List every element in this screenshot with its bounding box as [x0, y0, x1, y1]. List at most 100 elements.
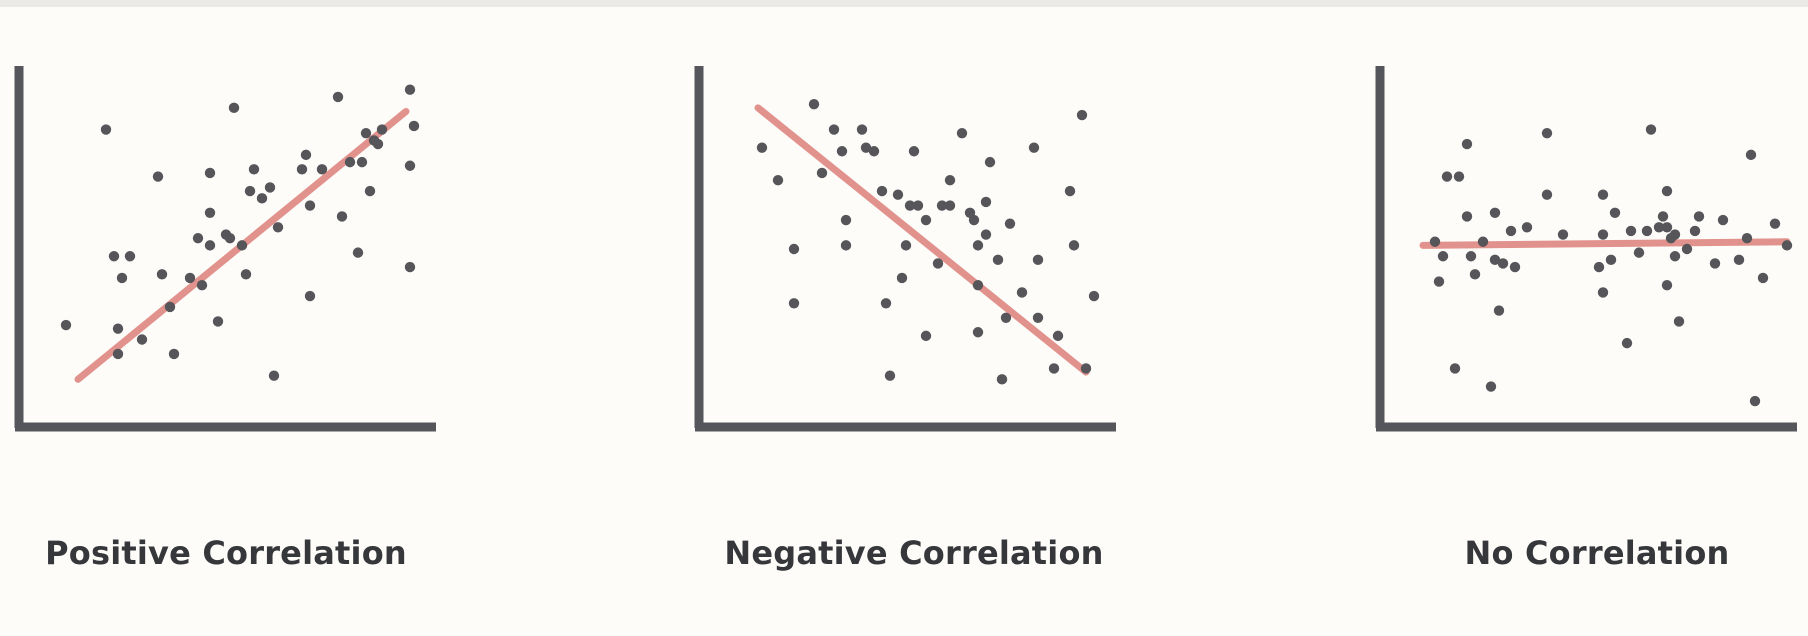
data-point — [316, 164, 328, 175]
data-point — [1032, 312, 1044, 323]
data-point — [892, 189, 904, 200]
positive-correlation-plot — [14, 66, 436, 432]
data-point — [164, 301, 176, 313]
data-point — [840, 214, 852, 226]
data-point — [304, 200, 316, 211]
chart-title-none: No Correlation — [1464, 534, 1730, 572]
trend-line-group — [754, 104, 1090, 376]
data-point — [904, 200, 916, 211]
data-point — [108, 251, 120, 262]
data-point — [920, 214, 932, 226]
data-point — [136, 334, 148, 345]
data-point — [404, 160, 416, 171]
data-point — [1745, 149, 1757, 161]
data-point — [1661, 222, 1673, 233]
data-point — [344, 156, 356, 168]
data-point — [248, 164, 260, 175]
data-point — [376, 124, 388, 135]
data-point — [900, 240, 912, 251]
data-point — [1477, 236, 1489, 247]
data-point — [1461, 138, 1473, 150]
data-point — [332, 91, 344, 103]
data-point — [968, 214, 980, 226]
data-point — [1493, 305, 1505, 316]
data-point — [1669, 251, 1681, 262]
data-point — [1661, 280, 1673, 291]
data-point — [1521, 222, 1533, 233]
data-points — [756, 99, 1100, 385]
data-point — [1633, 247, 1645, 258]
data-point — [1621, 337, 1633, 349]
data-point — [1441, 171, 1453, 182]
chart-title-positive: Positive Correlation — [45, 534, 407, 572]
negative-correlation-plot — [694, 66, 1116, 432]
data-point — [204, 240, 216, 251]
data-point — [404, 84, 416, 95]
data-point — [936, 200, 948, 211]
data-point — [856, 124, 868, 135]
data-point — [304, 290, 316, 302]
data-point — [1437, 251, 1449, 262]
data-point — [1605, 254, 1617, 266]
data-point — [1497, 258, 1509, 269]
data-point — [980, 196, 992, 208]
data-point — [1769, 218, 1781, 229]
data-point — [100, 124, 112, 135]
data-point — [868, 146, 880, 157]
data-point — [1661, 185, 1673, 197]
data-point — [1080, 363, 1092, 374]
data-point — [228, 102, 240, 114]
data-point — [1433, 276, 1445, 287]
data-point — [772, 175, 784, 186]
data-point — [300, 149, 312, 161]
data-point — [908, 146, 920, 157]
data-point — [1757, 272, 1769, 284]
chart-axes — [14, 66, 436, 432]
data-point — [152, 171, 164, 182]
data-point — [932, 258, 944, 269]
data-point — [1465, 251, 1477, 262]
data-point — [920, 330, 932, 342]
chart-axes — [694, 66, 1116, 432]
data-point — [1449, 363, 1461, 374]
data-point — [816, 167, 828, 179]
chart-axes — [1375, 66, 1797, 432]
data-point — [840, 240, 852, 251]
data-point — [1028, 142, 1040, 153]
data-point — [860, 142, 872, 153]
data-point — [1733, 254, 1745, 266]
data-point — [1453, 171, 1465, 182]
data-point — [1509, 261, 1521, 273]
data-point — [1653, 222, 1665, 233]
data-point — [360, 127, 372, 139]
trend-line — [754, 104, 1090, 376]
data-point — [1749, 395, 1761, 407]
data-point — [972, 280, 984, 291]
negative-correlation-chart — [694, 60, 1154, 600]
data-point — [124, 251, 136, 262]
data-point — [112, 323, 124, 334]
data-point — [244, 185, 256, 197]
data-point — [1673, 316, 1685, 327]
data-point — [184, 272, 196, 284]
data-point — [1469, 269, 1481, 280]
data-point — [1717, 214, 1729, 226]
data-point — [408, 120, 420, 132]
positive-correlation-chart — [14, 60, 474, 600]
data-point — [1461, 211, 1473, 222]
data-point — [1593, 261, 1605, 273]
data-points — [1429, 124, 1793, 407]
data-point — [956, 127, 968, 139]
data-point — [1052, 330, 1064, 342]
data-point — [1485, 381, 1497, 392]
data-point — [196, 280, 208, 291]
data-point — [1429, 236, 1441, 247]
data-point — [236, 240, 248, 251]
data-point — [944, 175, 956, 186]
trend-line-group — [1419, 238, 1791, 249]
data-point — [1541, 127, 1553, 139]
data-point — [1004, 218, 1016, 229]
data-point — [296, 164, 308, 175]
trend-line — [1419, 238, 1791, 249]
data-point — [980, 229, 992, 240]
